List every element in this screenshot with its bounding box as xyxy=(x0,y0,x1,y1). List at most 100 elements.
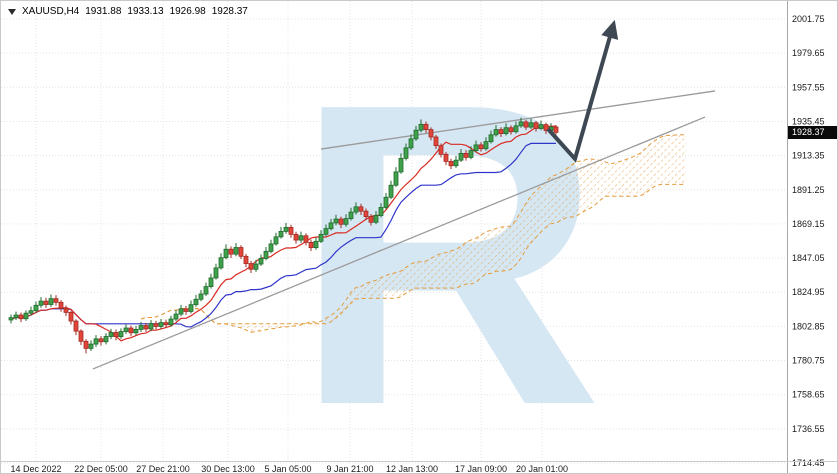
legend-low: 1926.98 xyxy=(169,6,206,17)
candle-body xyxy=(378,207,384,216)
candle-body xyxy=(418,123,424,131)
candle-body xyxy=(503,127,509,134)
candle-body xyxy=(428,129,434,138)
candle-body xyxy=(73,320,79,332)
watermark-letter: R xyxy=(293,15,604,474)
candle-body xyxy=(468,150,474,158)
candle-body xyxy=(63,307,69,313)
trendline-2 xyxy=(320,90,716,150)
kijun-sen-line xyxy=(10,142,556,328)
candle-body xyxy=(458,152,464,161)
legend-close: 1928.37 xyxy=(211,6,248,17)
legend-open: 1931.88 xyxy=(85,6,122,17)
candle-body xyxy=(373,215,379,223)
price-tick-label: 1891.25 xyxy=(792,185,825,195)
candle-body xyxy=(48,298,54,305)
candle-body xyxy=(493,129,499,136)
candle-body xyxy=(228,248,234,255)
candle-body xyxy=(253,263,259,270)
senkou-span-b-line xyxy=(140,183,686,325)
candle-body xyxy=(193,298,199,306)
senkou-span-a-line xyxy=(140,134,686,333)
candle-body xyxy=(93,338,99,345)
candle-body xyxy=(443,153,449,162)
time-tick-label: 30 Dec 13:00 xyxy=(201,464,255,474)
candle-body xyxy=(553,126,559,133)
candle-body xyxy=(388,184,394,198)
candle-body xyxy=(263,250,269,259)
candle-body xyxy=(28,310,34,314)
candle-body xyxy=(483,141,489,150)
candle-body xyxy=(413,129,419,140)
candle-body xyxy=(538,124,544,129)
price-tick-label: 1736.55 xyxy=(792,424,825,434)
candle-body xyxy=(238,247,244,257)
candle-body xyxy=(258,258,264,265)
candle-body xyxy=(153,323,159,327)
candle-body xyxy=(463,152,469,158)
candle-body xyxy=(218,257,224,269)
chart-legend: XAUUSD,H4 1931.88 1933.13 1926.98 1928.3… xyxy=(8,6,248,17)
price-tick-label: 1979.65 xyxy=(792,48,825,58)
candle-body xyxy=(203,286,209,295)
candle-body xyxy=(23,312,29,320)
candle-body xyxy=(363,210,369,217)
tenkan-sen-line xyxy=(10,125,557,342)
candle-body xyxy=(118,331,124,338)
cloud-fill xyxy=(141,134,686,333)
candle-body xyxy=(383,196,389,208)
candle-body xyxy=(13,314,19,319)
ichimoku-lines xyxy=(10,125,557,342)
candle-body xyxy=(513,125,519,133)
candle-body xyxy=(268,243,274,252)
candle-body xyxy=(303,235,309,243)
candle-body xyxy=(278,231,284,238)
candle-body xyxy=(543,124,549,131)
candle-body xyxy=(338,218,344,225)
candle-body xyxy=(133,328,139,334)
candle-body xyxy=(478,144,484,150)
candle-body xyxy=(223,248,229,259)
candle-body xyxy=(183,308,189,312)
ichimoku-cloud xyxy=(140,134,686,333)
candle-body xyxy=(528,122,534,128)
candle-body xyxy=(368,216,374,223)
trendline-1 xyxy=(92,116,706,370)
candle-body xyxy=(128,327,134,334)
price-tick-label: 1957.55 xyxy=(792,82,825,92)
price-tick-label: 1758.65 xyxy=(792,390,825,400)
time-tick-label: 27 Dec 21:00 xyxy=(136,464,190,474)
candle-body xyxy=(473,144,479,151)
candle-body xyxy=(453,159,459,167)
candle-body xyxy=(68,311,74,322)
candle-body xyxy=(298,235,304,241)
candle-body xyxy=(103,336,109,343)
time-axis[interactable]: 14 Dec 2022 22 Dec 05:00 27 Dec 21:00 30 De… xyxy=(1,461,838,474)
candle-body xyxy=(43,300,49,305)
candle-body xyxy=(358,206,364,212)
up-arrow xyxy=(546,19,619,163)
candle-body xyxy=(288,227,294,235)
price-axis[interactable]: 2001.75 1979.65 1957.55 1935.45 1913.35 1891.… xyxy=(787,1,825,474)
broker-watermark: R xyxy=(293,15,604,474)
candle-body xyxy=(398,157,404,173)
trend-arrow[interactable] xyxy=(546,19,619,163)
candle-body xyxy=(243,255,249,264)
candle-body xyxy=(498,129,504,134)
time-tick-label: 20 Jan 01:00 xyxy=(516,464,568,474)
price-tick-label: 1802.85 xyxy=(792,321,825,331)
candle-body xyxy=(188,304,194,312)
candle-body xyxy=(168,318,174,326)
candle-body xyxy=(38,300,44,306)
candle-body xyxy=(78,330,84,342)
candle-body xyxy=(293,233,299,241)
candle-body xyxy=(408,138,414,149)
candle-body xyxy=(98,338,104,343)
candle-body xyxy=(108,332,114,337)
candle-body xyxy=(533,122,539,129)
candle-body xyxy=(438,145,444,155)
trendlines[interactable] xyxy=(92,90,716,370)
time-tick-label: 12 Jan 13:00 xyxy=(386,464,438,474)
